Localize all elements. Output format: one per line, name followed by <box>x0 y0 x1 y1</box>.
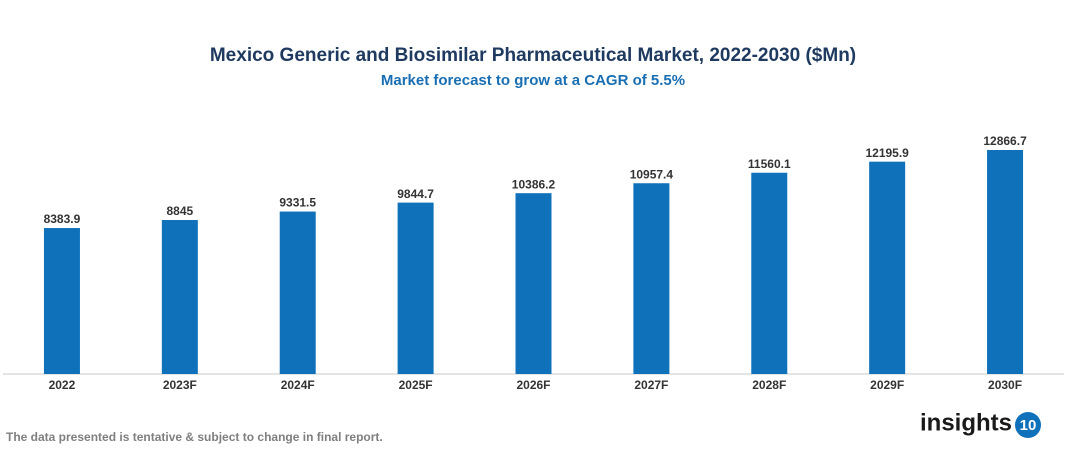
x-tick-label: 2023F <box>163 378 197 392</box>
bar <box>161 220 198 374</box>
x-tick-label: 2029F <box>870 378 904 392</box>
bar <box>869 161 906 374</box>
x-tick-label: 2030F <box>988 378 1022 392</box>
bar <box>987 150 1024 374</box>
x-tick-label: 2028F <box>752 378 786 392</box>
bar <box>515 193 552 374</box>
value-label: 9331.5 <box>279 196 316 210</box>
value-label: 10957.4 <box>630 167 674 181</box>
bar <box>633 183 670 374</box>
bar <box>43 228 80 374</box>
value-label: 8383.9 <box>44 212 81 226</box>
chart-subtitle: Market forecast to grow at a CAGR of 5.5… <box>381 72 685 89</box>
value-label: 12866.7 <box>983 134 1027 148</box>
footer-note: The data presented is tentative & subjec… <box>6 430 383 444</box>
chart-title: Mexico Generic and Biosimilar Pharmaceut… <box>210 45 856 66</box>
logo-text: insights <box>920 409 1012 436</box>
value-label: 11560.1 <box>748 157 791 171</box>
x-tick-label: 2025F <box>399 378 433 392</box>
bar <box>279 211 316 374</box>
value-label: 12195.9 <box>865 146 909 160</box>
bar <box>751 172 788 374</box>
x-tick-label: 2027F <box>634 378 668 392</box>
logo-badge <box>1015 412 1041 438</box>
value-label: 9844.7 <box>397 187 434 201</box>
x-tick-label: 2026F <box>516 378 550 392</box>
bar <box>397 202 434 374</box>
x-tick-label: 2024F <box>281 378 315 392</box>
value-label: 8845 <box>166 204 193 218</box>
x-tick-label: 2022 <box>49 378 76 392</box>
logo-number: 10 <box>1020 417 1037 434</box>
value-label: 10386.2 <box>512 177 556 191</box>
